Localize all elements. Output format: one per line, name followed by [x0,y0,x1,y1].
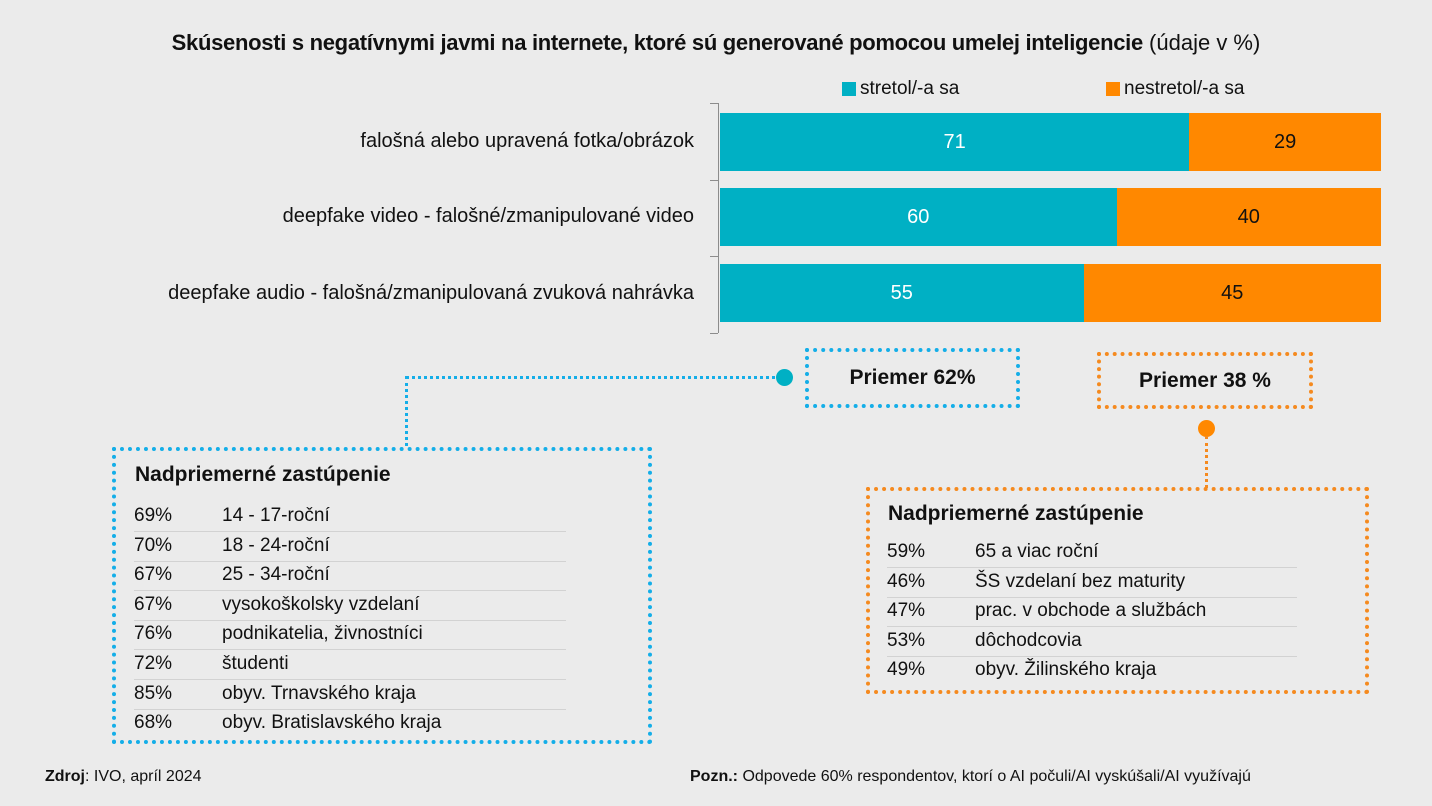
row-label: prac. v obchode a službách [975,600,1207,622]
row-percent: 72% [134,653,173,674]
list-item: 53% dôchodcovia [887,627,1297,657]
connector-line-met-vertical [405,376,408,446]
y-axis-tick [710,103,718,104]
connector-dot-met [776,369,793,386]
bar-segment-met: 60 [720,188,1117,246]
chart-title-unit: (údaje v %) [1149,30,1261,55]
legend-swatch-not-met [1106,82,1120,96]
list-item: 85% obyv. Trnavského kraja [134,680,566,710]
connector-line-not-met [1205,436,1208,488]
legend-item-met: stretol/-a sa [842,78,959,100]
above-average-box-met: Nadpriemerné zastúpenie 69% 14 - 17-roční… [112,447,652,744]
category-label: deepfake audio - falošná/zmanipulovaná z… [168,282,694,304]
row-percent: 68% [134,712,173,734]
row-label: študenti [222,653,289,674]
bar-segment-not-met: 40 [1116,188,1381,246]
row-label: 14 - 17-roční [222,505,330,526]
row-percent: 69% [134,505,173,526]
row-label: 65 a viac roční [975,541,1099,562]
source-label: Zdroj [45,768,85,785]
source-text: : IVO, apríl 2024 [85,768,202,785]
above-average-box-not-met: Nadpriemerné zastúpenie 59% 65 a viac roč… [866,487,1369,694]
y-axis-tick [710,180,718,181]
average-not-met-text: Priemer 38 % [1139,368,1271,392]
row-percent: 49% [887,659,926,681]
row-percent: 46% [887,570,926,592]
category-label: falošná alebo upravená fotka/obrázok [360,130,694,152]
list-item: 59% 65 a viac roční [887,538,1297,568]
legend-item-not-met: nestretol/-a sa [1106,78,1244,100]
average-box-met: Priemer 62% [805,348,1020,408]
row-label: ŠS vzdelaní bez maturity [975,570,1186,592]
row-percent: 67% [134,593,173,615]
row-label: 25 - 34-roční [222,564,330,586]
row-label: obyv. Bratislavského kraja [222,712,442,734]
list-item: 47% prac. v obchode a službách [887,597,1297,628]
row-label: podnikatelia, živnostníci [222,623,423,645]
row-label: 18 - 24-roční [222,534,330,556]
row-label: dôchodcovia [975,629,1082,651]
row-label: obyv. Trnavského kraja [222,682,416,704]
bar-data-label: 40 [1237,205,1260,228]
bar-data-label: 60 [907,205,930,228]
row-percent: 70% [134,534,173,556]
box-title: Nadpriemerné zastúpenie [135,463,391,486]
chart-title-main: Skúsenosti s negatívnymi javmi na intern… [171,30,1144,55]
legend-label-met: stretol/-a sa [860,78,960,99]
row-percent: 59% [887,541,926,562]
bar-data-label: 45 [1221,281,1244,304]
chart-title: Skúsenosti s negatívnymi javmi na intern… [0,30,1432,56]
footnote-text: Odpovede 60% respondentov, ktorí o AI po… [738,768,1251,785]
category-label: deepfake video - falošné/zmanipulované v… [282,205,694,227]
y-axis-line [718,103,719,333]
bar-segment-met: 71 [720,113,1190,171]
list-item: 67% 25 - 34-roční [134,561,566,592]
list-item: 46% ŠS vzdelaní bez maturity [887,568,1297,598]
bar-segment-not-met: 45 [1083,264,1381,322]
connector-dot-not-met [1198,420,1215,437]
list-item: 49% obyv. Žilinského kraja [887,656,1297,685]
list-item: 67% vysokoškolsky vzdelaní [134,591,566,621]
list-item: 68% obyv. Bratislavského kraja [134,709,566,738]
legend-label-not-met: nestretol/-a sa [1124,78,1245,99]
list-item: 69% 14 - 17-roční [134,502,566,532]
source-note: Zdroj: IVO, apríl 2024 [45,768,202,786]
connector-line-met [405,376,783,379]
legend-swatch-met [842,82,856,96]
bar-data-label: 29 [1274,130,1297,153]
row-label: obyv. Žilinského kraja [975,659,1157,681]
footnote-label: Pozn.: [690,768,738,785]
bar-data-label: 55 [890,281,913,304]
row-percent: 85% [134,682,173,704]
y-axis-tick [710,256,718,257]
bar-segment-not-met: 29 [1189,113,1381,171]
average-box-not-met: Priemer 38 % [1097,352,1313,409]
bar-segment-met: 55 [720,264,1084,322]
list-item: 76% podnikatelia, živnostníci [134,620,566,651]
box-title: Nadpriemerné zastúpenie [888,502,1144,525]
row-label: vysokoškolsky vzdelaní [222,593,420,615]
row-percent: 47% [887,600,926,622]
average-met-text: Priemer 62% [849,366,976,389]
row-percent: 67% [134,564,173,586]
y-axis-tick [710,333,718,334]
list-item: 72% študenti [134,650,566,680]
row-percent: 76% [134,623,173,645]
list-item: 70% 18 - 24-roční [134,532,566,562]
footnote: Pozn.: Odpovede 60% respondentov, ktorí … [690,768,1251,786]
bar-data-label: 71 [943,130,966,153]
row-percent: 53% [887,629,926,651]
